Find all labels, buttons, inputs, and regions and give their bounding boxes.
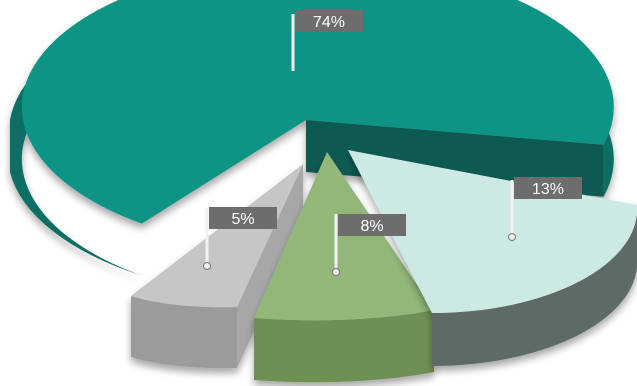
data-label-13: 13%: [508, 177, 582, 241]
pie-slice-5-wall: [237, 164, 303, 368]
label-box-13: [514, 177, 582, 199]
data-label-5: 5%: [203, 207, 277, 270]
label-text-5: 5%: [231, 211, 254, 228]
pie-slice-5-side: [131, 296, 237, 369]
label-text-74: 74%: [313, 14, 345, 31]
label-text-13: 13%: [532, 181, 564, 198]
label-text-8: 8%: [360, 218, 383, 235]
pie-slice-5-top: [131, 164, 303, 308]
label-box-74: [295, 10, 363, 32]
data-label-8: 8%: [332, 214, 406, 276]
pie-slice-8: [254, 152, 434, 383]
label-box-5: [209, 207, 277, 229]
pie-slice-13: [348, 150, 637, 367]
pie-slice-13-top: [348, 150, 637, 313]
pie-slice-8-side: [254, 310, 434, 383]
label-box-8: [338, 214, 406, 236]
label-pin-5: [203, 262, 211, 270]
pie-slice-8-top: [254, 152, 434, 321]
pie-slice-13-side: [432, 205, 637, 367]
pie-slice-5: [131, 164, 303, 369]
data-label-74: 74%: [291, 10, 363, 71]
pie-slice-74-top: [21, 0, 614, 224]
label-pin-13: [508, 233, 516, 241]
label-pin-8: [332, 268, 340, 276]
